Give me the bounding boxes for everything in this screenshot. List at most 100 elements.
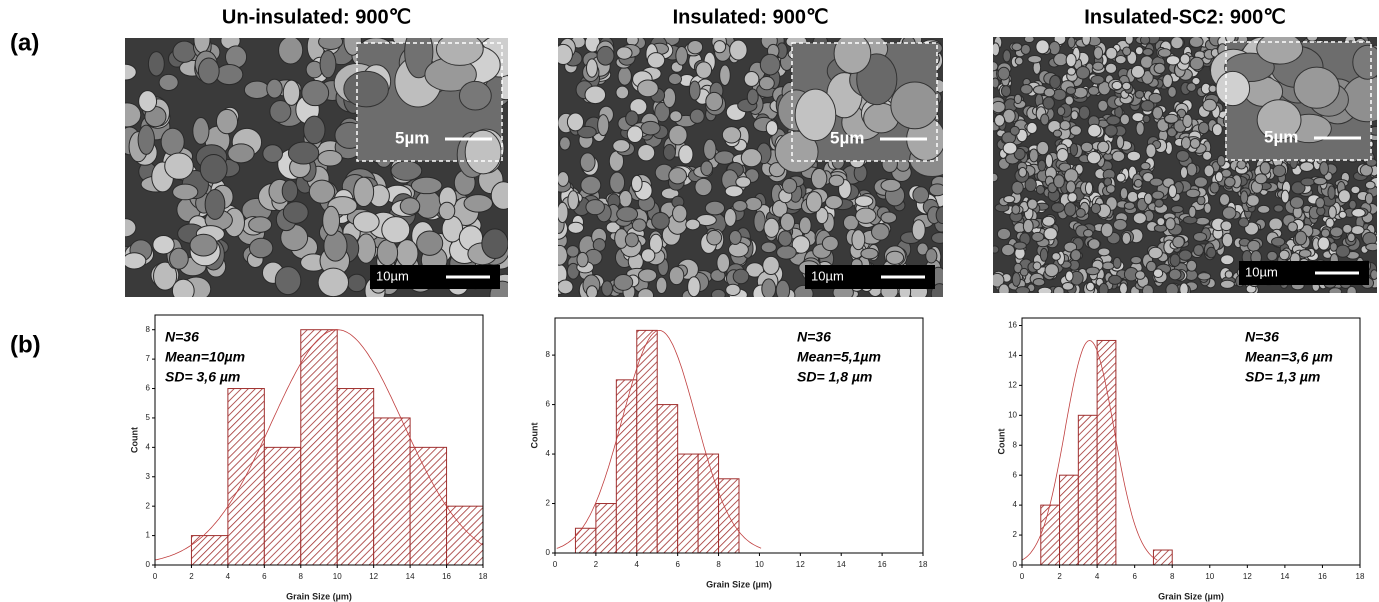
grain (1027, 55, 1043, 64)
grain (1142, 48, 1154, 57)
grain (189, 233, 218, 257)
annotation: N=36 (165, 329, 199, 345)
grain (566, 245, 580, 258)
grain (1049, 74, 1062, 89)
grain (662, 87, 677, 109)
grain (1115, 172, 1126, 183)
grain (435, 38, 484, 66)
grain (410, 176, 443, 195)
grain (1027, 198, 1038, 210)
grain (1315, 197, 1325, 209)
grain (810, 167, 828, 190)
grain (158, 73, 179, 91)
grain (1145, 260, 1157, 273)
inset-frame (356, 42, 503, 162)
grain (1031, 231, 1045, 242)
x-tick-label: 0 (553, 560, 558, 569)
grain (248, 216, 273, 233)
grain (759, 53, 781, 76)
grain (1042, 96, 1055, 110)
grain (1257, 204, 1271, 214)
grain (1085, 281, 1095, 292)
grain (719, 64, 731, 87)
grain (1178, 249, 1193, 261)
grain (1337, 189, 1351, 204)
grain (352, 211, 380, 233)
grain (617, 66, 632, 86)
grain (1069, 142, 1079, 157)
y-axis-label: Count (529, 423, 539, 449)
grain (1193, 176, 1208, 188)
grain (558, 279, 574, 295)
grain (1317, 236, 1330, 251)
grain (416, 230, 444, 256)
grain (1002, 141, 1018, 155)
grain (1182, 113, 1193, 128)
grain (1104, 124, 1118, 137)
grain (458, 80, 492, 111)
grain (1090, 202, 1102, 215)
grain (1272, 164, 1287, 178)
x-tick-label: 2 (189, 572, 194, 581)
grain (597, 114, 610, 137)
grain (1119, 282, 1128, 293)
grain (637, 79, 659, 98)
sem-image: 5µm 10µm (993, 37, 1377, 293)
grain (1064, 270, 1074, 282)
x-tick-label: 12 (369, 572, 378, 581)
y-tick-label: 10 (1008, 410, 1017, 419)
bar (1059, 474, 1079, 566)
grain (1084, 181, 1094, 195)
grain (993, 245, 1000, 254)
grain (204, 188, 226, 220)
grain (262, 144, 283, 163)
grain (713, 40, 727, 54)
inset-scale-label: 5µm (395, 128, 429, 147)
y-tick-label: 2 (1013, 530, 1018, 539)
grain (828, 174, 845, 187)
grain (694, 177, 713, 197)
panel-label: (a) (10, 29, 39, 56)
grain (689, 108, 705, 124)
grain (815, 207, 829, 225)
y-tick-label: 0 (146, 560, 151, 569)
annotation: N=36 (1245, 329, 1279, 345)
grain (743, 71, 760, 87)
grain (1126, 150, 1142, 162)
grain (1271, 236, 1286, 247)
grain (1100, 222, 1114, 238)
scale-label: 10µm (811, 268, 844, 283)
grain (215, 63, 244, 86)
grain (1134, 90, 1145, 99)
grain (269, 99, 292, 123)
grain (777, 230, 793, 247)
grain (1053, 52, 1069, 67)
y-tick-label: 2 (546, 499, 551, 508)
grain (1185, 188, 1201, 199)
x-tick-label: 14 (837, 560, 846, 569)
grain (1164, 113, 1179, 124)
grain (925, 248, 938, 264)
y-tick-label: 8 (1013, 440, 1018, 449)
x-tick-label: 18 (919, 560, 928, 569)
x-tick-label: 18 (479, 572, 488, 581)
grain (282, 201, 309, 224)
grain (625, 110, 639, 127)
grain (1056, 106, 1066, 116)
grain (1061, 281, 1075, 291)
grain (1219, 279, 1235, 289)
y-tick-label: 5 (146, 413, 151, 422)
grain (1209, 181, 1220, 194)
grain (1202, 98, 1217, 112)
grain (1220, 220, 1233, 232)
x-tick-label: 16 (1318, 572, 1327, 581)
grain (576, 251, 589, 268)
grain (1278, 249, 1290, 261)
grain (1329, 226, 1344, 238)
grain (1188, 205, 1197, 219)
grain (1298, 249, 1312, 258)
grain (125, 63, 137, 81)
fit-curve (1021, 340, 1158, 561)
grain (1186, 82, 1197, 92)
